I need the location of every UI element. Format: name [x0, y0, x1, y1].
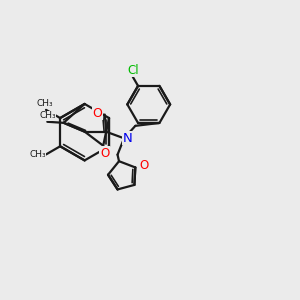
Text: CH₃: CH₃ [39, 111, 56, 120]
Text: O: O [92, 106, 102, 119]
Text: Cl: Cl [127, 64, 139, 77]
Text: N: N [123, 132, 133, 145]
Text: CH₃: CH₃ [36, 99, 53, 108]
Text: O: O [139, 160, 148, 172]
Text: O: O [100, 147, 109, 160]
Text: CH₃: CH₃ [29, 150, 46, 159]
